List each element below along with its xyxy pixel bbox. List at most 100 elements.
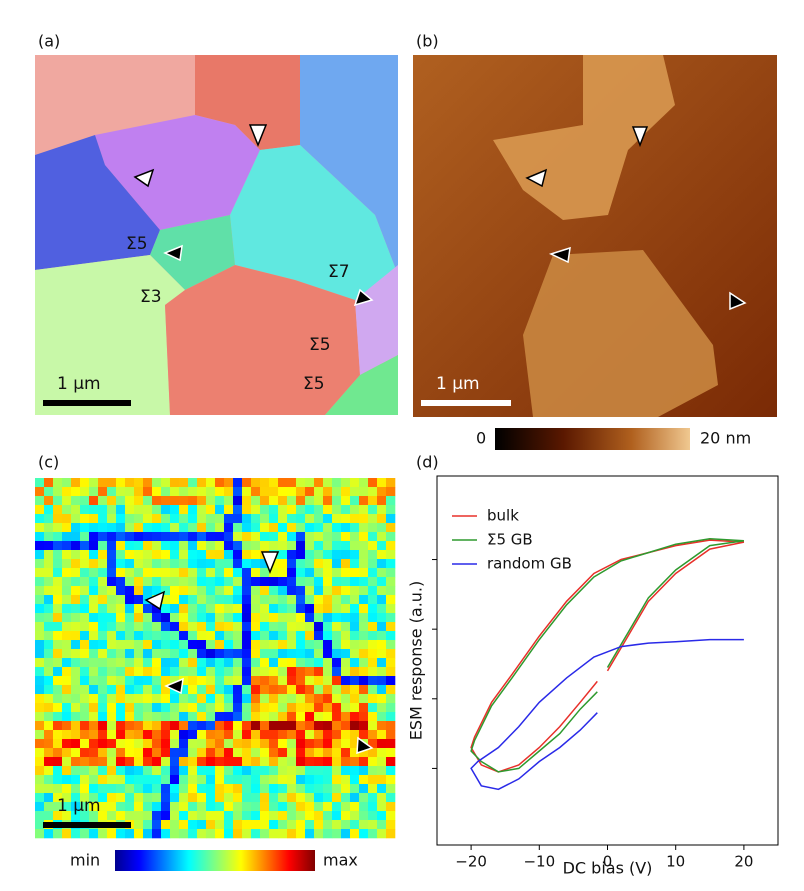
heat-cell: [251, 658, 261, 668]
heat-cell: [62, 685, 72, 695]
heat-cell: [44, 505, 54, 515]
heat-cell: [332, 568, 342, 578]
heat-cell: [44, 478, 54, 488]
heat-cell: [341, 604, 351, 614]
heat-cell: [44, 622, 54, 632]
heat-cell: [125, 694, 135, 704]
heat-cell: [269, 577, 279, 587]
heat-cell: [161, 505, 171, 515]
heat-cell: [332, 811, 342, 821]
heat-cell: [305, 532, 315, 542]
heat-cell: [98, 757, 108, 767]
heat-cell: [224, 550, 234, 560]
heat-cell: [296, 532, 306, 542]
heat-cell: [296, 721, 306, 731]
heat-cell: [170, 748, 180, 758]
heat-cell: [80, 685, 90, 695]
arrow-marker: [356, 736, 374, 755]
heat-cell: [170, 505, 180, 515]
heat-cell: [98, 739, 108, 749]
heat-cell: [179, 487, 189, 497]
heat-cell: [287, 676, 297, 686]
heat-cell: [71, 721, 81, 731]
heat-cell: [62, 811, 72, 821]
heat-cell: [368, 658, 378, 668]
heat-cell: [305, 550, 315, 560]
heat-cell: [251, 802, 261, 812]
heat-cell: [35, 550, 45, 560]
heat-cell: [359, 829, 369, 839]
heat-cell: [233, 829, 243, 839]
heat-cell: [53, 667, 63, 677]
heat-cell: [62, 505, 72, 515]
heat-cell: [62, 694, 72, 704]
heat-cell: [116, 631, 126, 641]
heat-cell: [215, 712, 225, 722]
heat-cell: [116, 541, 126, 551]
heat-cell: [323, 640, 333, 650]
heat-cell: [287, 568, 297, 578]
heat-cell: [269, 604, 279, 614]
heat-cell: [305, 703, 315, 713]
heat-cell: [98, 586, 108, 596]
heat-cell: [242, 532, 252, 542]
heat-cell: [197, 694, 207, 704]
heat-cell: [314, 649, 324, 659]
y-axis-label: ESM response (a.u.): [407, 581, 426, 741]
heat-cell: [62, 604, 72, 614]
heat-cell: [125, 721, 135, 731]
heat-cell: [188, 802, 198, 812]
heat-cell: [206, 586, 216, 596]
heat-cell: [224, 496, 234, 506]
heat-cell: [278, 712, 288, 722]
heat-cell: [314, 748, 324, 758]
heat-cell: [233, 613, 243, 623]
heat-cell: [53, 775, 63, 785]
heat-cell: [323, 631, 333, 641]
heat-cell: [233, 496, 243, 506]
heat-cell: [35, 658, 45, 668]
heat-cell: [341, 748, 351, 758]
heat-cell: [161, 721, 171, 731]
heat-cell: [197, 667, 207, 677]
heat-cell: [125, 586, 135, 596]
heat-cell: [107, 694, 117, 704]
heat-cell: [332, 532, 342, 542]
heat-cell: [233, 595, 243, 605]
heat-cell: [125, 649, 135, 659]
heat-cell: [350, 829, 360, 839]
heat-cell: [53, 568, 63, 578]
heat-cell: [215, 532, 225, 542]
heat-cell: [89, 667, 99, 677]
heat-cell: [134, 505, 144, 515]
heat-cell: [215, 775, 225, 785]
heat-cell: [107, 631, 117, 641]
heat-cell: [143, 703, 153, 713]
heat-cell: [197, 703, 207, 713]
heat-cell: [305, 757, 315, 767]
heat-cell: [287, 730, 297, 740]
heat-cell: [161, 550, 171, 560]
heat-cell: [386, 766, 396, 776]
heat-cell: [251, 739, 261, 749]
heat-cell: [170, 739, 180, 749]
heat-cell: [98, 622, 108, 632]
heat-cell: [341, 496, 351, 506]
heat-cell: [152, 505, 162, 515]
heat-cell: [62, 568, 72, 578]
heat-cell: [215, 820, 225, 830]
heat-cell: [53, 694, 63, 704]
heat-cell: [98, 604, 108, 614]
heat-cell: [386, 541, 396, 551]
heat-cell: [116, 649, 126, 659]
heat-cell: [224, 667, 234, 677]
heat-cell: [251, 712, 261, 722]
heat-cell: [287, 784, 297, 794]
heat-cell: [287, 802, 297, 812]
heat-cell: [206, 658, 216, 668]
heat-cell: [80, 550, 90, 560]
heat-cell: [287, 505, 297, 515]
heat-cell: [332, 496, 342, 506]
heat-cell: [314, 568, 324, 578]
heat-cell: [323, 793, 333, 803]
